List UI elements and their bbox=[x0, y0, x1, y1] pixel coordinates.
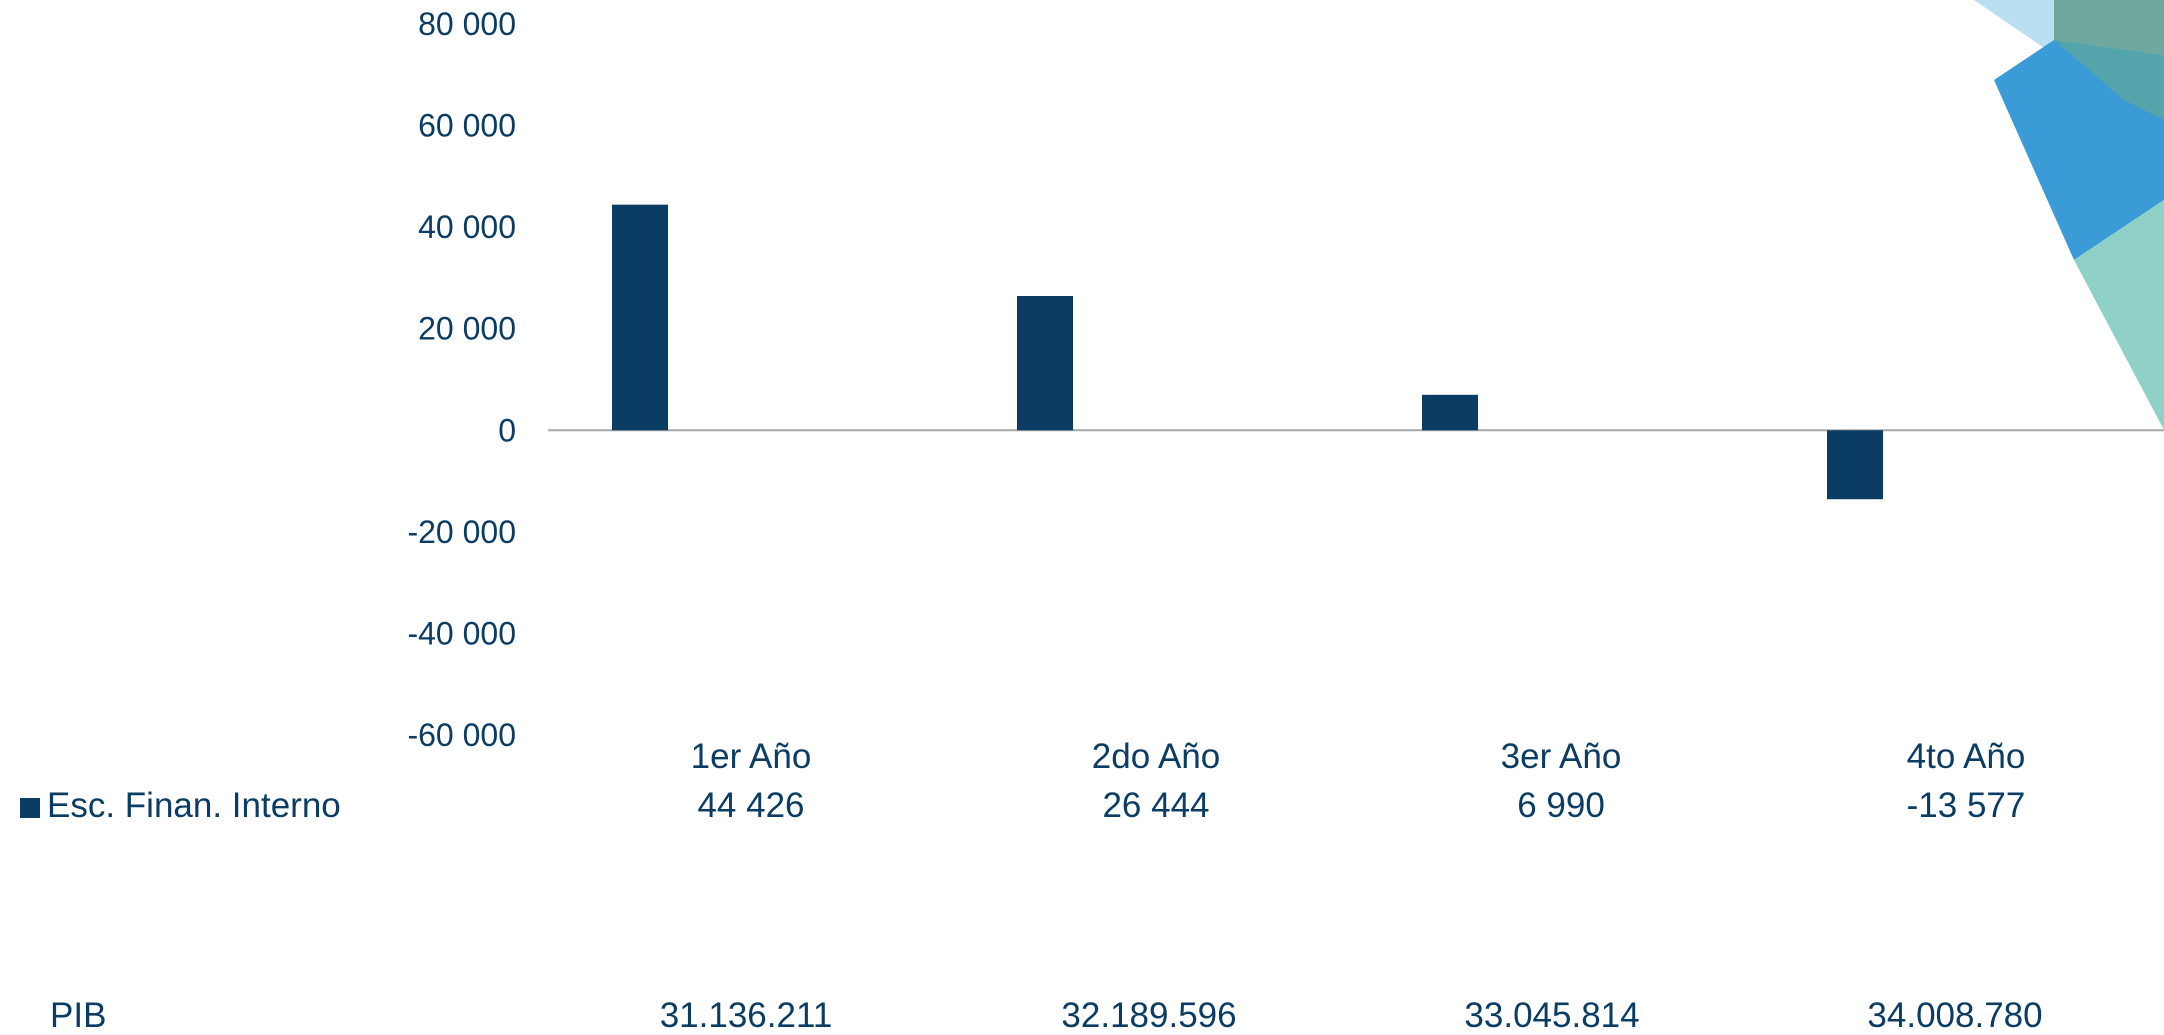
decor-facet-teal bbox=[2054, 0, 2164, 55]
decor-facet-mint bbox=[2074, 200, 2164, 430]
decorative-shape bbox=[1974, 0, 2164, 430]
data-value-label: -13 577 bbox=[1906, 786, 2026, 825]
data-value-label: 44 426 bbox=[697, 786, 805, 825]
decor-facet-dark bbox=[2054, 40, 2164, 120]
pib-value: 34.008.780 bbox=[1867, 996, 2043, 1035]
pib-value: 32.189.596 bbox=[1061, 996, 1237, 1035]
y-axis-tick-labels: 80 000 60 000 40 000 20 000 0 -20 000 -40 000 -… bbox=[407, 6, 516, 753]
y-tick-label: 0 bbox=[498, 412, 516, 448]
bar bbox=[1017, 295, 1073, 431]
legend-swatch bbox=[20, 798, 40, 818]
data-value-label: 26 444 bbox=[1102, 786, 1210, 825]
bar bbox=[612, 204, 668, 431]
pib-value: 31.136.211 bbox=[659, 996, 833, 1035]
category-label: 1er Año bbox=[690, 737, 812, 776]
category-label: 3er Año bbox=[1500, 737, 1622, 776]
y-tick-label: -60 000 bbox=[407, 717, 516, 753]
y-tick-label: -20 000 bbox=[407, 514, 516, 550]
y-tick-label: 40 000 bbox=[418, 209, 516, 245]
bar bbox=[1827, 430, 1883, 500]
bars bbox=[612, 204, 1883, 500]
series-label: Esc. Finan. Interno bbox=[47, 786, 341, 825]
pib-value: 33.045.814 bbox=[1464, 996, 1640, 1035]
y-tick-label: 20 000 bbox=[418, 311, 516, 347]
data-value-label: 6 990 bbox=[1517, 786, 1605, 825]
category-label: 4to Año bbox=[1906, 737, 2026, 776]
y-tick-label: -40 000 bbox=[407, 615, 516, 651]
y-tick-label: 80 000 bbox=[418, 6, 516, 42]
y-tick-label: 60 000 bbox=[418, 108, 516, 144]
bar bbox=[1422, 394, 1478, 431]
pib-label: PIB bbox=[50, 996, 107, 1035]
category-label: 2do Año bbox=[1091, 737, 1221, 776]
